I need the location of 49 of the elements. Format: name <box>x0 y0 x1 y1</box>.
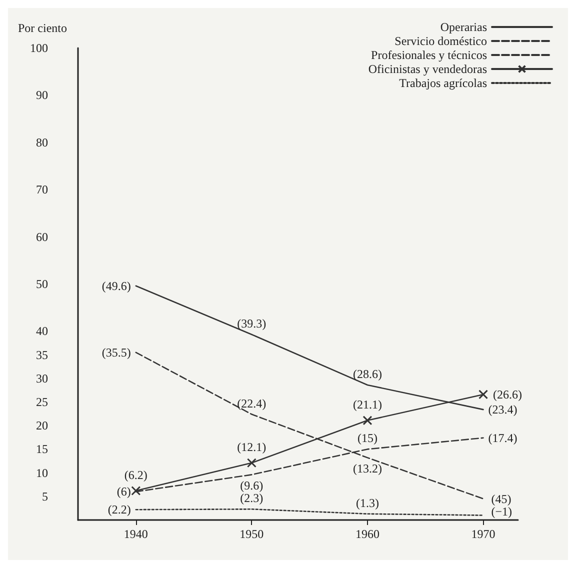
data-label: (6) <box>116 484 131 499</box>
y-tick-label: 20 <box>36 418 48 433</box>
legend-label: Servicio doméstico <box>394 34 487 48</box>
y-tick-label: 50 <box>36 277 48 291</box>
data-label: (2.3) <box>240 491 264 506</box>
y-tick-label: 10 <box>36 466 48 480</box>
point <box>246 458 256 468</box>
data-label: (39.3) <box>237 316 266 331</box>
data-label: (6.2) <box>124 468 148 482</box>
point <box>362 416 372 426</box>
data-label: (15) <box>357 431 378 446</box>
legend-label: Operarias <box>440 20 488 34</box>
data-label: (28.6) <box>352 367 382 382</box>
point <box>478 390 488 400</box>
legend-label: Profesionales y técnicos <box>371 48 488 62</box>
x-tick-label: 1960 <box>355 527 380 541</box>
data-label: (12.1) <box>237 440 266 454</box>
data-label: (22.4) <box>237 396 266 410</box>
data-label: (9.6) <box>240 478 264 493</box>
y-tick-label: 40 <box>36 324 48 338</box>
data-label: (49.6) <box>102 278 131 293</box>
y-tick-label: 70 <box>36 182 48 197</box>
data-label: (26.6) <box>493 387 522 402</box>
data-label: (21.1) <box>352 398 382 412</box>
data-label: (2.2) <box>108 502 131 517</box>
data-label: (35.5) <box>102 345 131 360</box>
y-axis-title: Por ciento <box>18 21 67 35</box>
y-tick-label: 30 <box>36 371 48 386</box>
x-tick-label: 1970 <box>471 527 496 541</box>
y-tick-label: 25 <box>36 395 48 409</box>
data-label: (17.4) <box>488 430 518 445</box>
annotation: (45) <box>491 492 512 506</box>
y-tick-label: 80 <box>36 135 48 150</box>
y-tick-label: 100 <box>30 41 48 55</box>
data-label: (1.3) <box>356 496 379 510</box>
y-tick-label: 15 <box>36 442 48 456</box>
legend-label: Oficinistas y vendedoras <box>368 62 488 76</box>
x-tick-label: 1940 <box>124 527 148 541</box>
data-label: (23.4) <box>488 402 518 417</box>
y-tick-label: 35 <box>36 348 48 362</box>
data-label: (13.2) <box>352 462 382 476</box>
point <box>131 486 141 496</box>
y-tick-label: 90 <box>36 88 48 102</box>
legend-label: Trabajos agrícolas <box>399 76 488 90</box>
x-tick-label: 1950 <box>240 527 264 541</box>
y-tick-label: 60 <box>36 230 48 244</box>
y-tick-label: 5 <box>42 489 48 504</box>
annotation: (−1) <box>491 504 512 518</box>
line-series <box>135 508 484 516</box>
